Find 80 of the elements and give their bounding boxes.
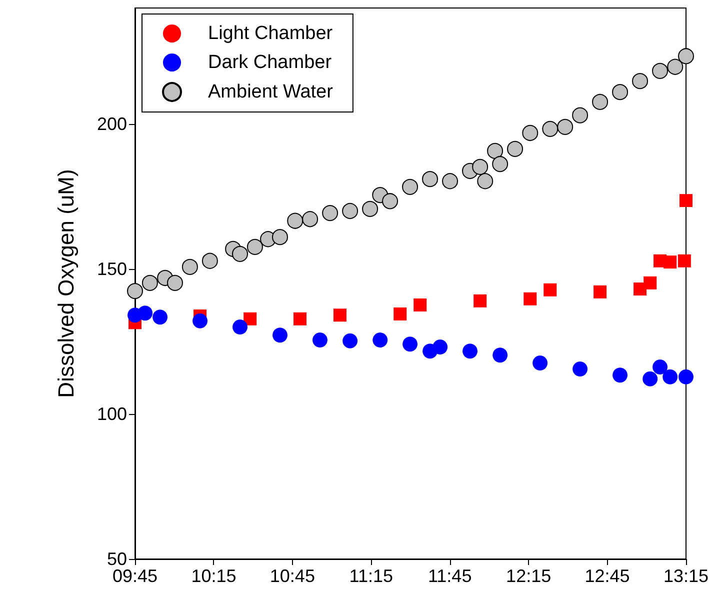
point xyxy=(142,274,158,291)
point xyxy=(202,252,218,269)
point xyxy=(322,205,338,222)
point xyxy=(333,308,346,322)
point xyxy=(612,368,628,383)
x-tick-label: 12:15 xyxy=(506,566,552,586)
point xyxy=(362,200,378,217)
point xyxy=(472,158,488,175)
x-tick-label: 11:45 xyxy=(428,566,472,586)
point xyxy=(652,62,668,79)
point xyxy=(127,283,143,300)
point xyxy=(402,178,418,195)
point xyxy=(232,246,248,262)
y-tick-label: 100 xyxy=(96,404,127,424)
point xyxy=(678,369,694,384)
point xyxy=(287,212,304,229)
point xyxy=(232,320,248,334)
point xyxy=(642,371,658,386)
point xyxy=(246,238,263,255)
point xyxy=(492,348,508,363)
point xyxy=(644,276,657,290)
point xyxy=(192,313,208,328)
point xyxy=(293,312,306,326)
point xyxy=(244,312,257,326)
point xyxy=(532,355,548,370)
point xyxy=(678,254,691,268)
point xyxy=(474,294,487,308)
x-tick-label: 12:45 xyxy=(584,566,630,586)
point xyxy=(572,362,588,377)
y-tick-label: 50 xyxy=(106,549,127,569)
point xyxy=(507,140,524,157)
point xyxy=(664,256,677,269)
legend-label: Dark Chamber xyxy=(208,52,332,73)
point xyxy=(667,58,684,75)
point xyxy=(272,229,288,246)
point xyxy=(402,336,418,352)
point xyxy=(542,120,558,137)
point xyxy=(612,84,628,100)
point xyxy=(557,118,574,135)
point xyxy=(594,285,607,298)
x-tick-label: 10:15 xyxy=(191,566,236,586)
point xyxy=(652,360,668,375)
point xyxy=(632,73,648,90)
y-axis-title: Dissolved Oxygen (uM) xyxy=(54,169,78,398)
point xyxy=(382,193,398,210)
point xyxy=(414,298,427,312)
point xyxy=(522,124,538,141)
x-tick-label: 09:45 xyxy=(112,566,158,586)
point xyxy=(167,274,183,291)
point xyxy=(394,307,407,320)
point xyxy=(487,142,504,159)
point xyxy=(422,171,438,188)
point xyxy=(342,203,358,219)
point xyxy=(432,340,448,355)
point xyxy=(152,310,168,325)
legend-label: Ambient Water xyxy=(208,82,334,102)
point xyxy=(302,211,318,228)
legend-label: Light Chamber xyxy=(208,23,334,44)
point xyxy=(544,283,557,296)
point xyxy=(462,344,478,359)
y-tick-label: 200 xyxy=(96,114,127,134)
point xyxy=(182,258,198,275)
point xyxy=(662,369,678,384)
x-tick-label: 13:15 xyxy=(663,566,709,586)
point xyxy=(680,194,692,208)
point xyxy=(592,94,608,110)
point xyxy=(572,107,588,124)
point xyxy=(312,332,328,348)
point xyxy=(138,306,153,321)
point xyxy=(477,173,494,190)
point xyxy=(272,328,288,343)
point xyxy=(678,48,694,64)
y-tick-label: 150 xyxy=(96,259,127,279)
point xyxy=(492,156,508,172)
point xyxy=(342,333,358,348)
point xyxy=(524,292,537,306)
x-tick-label: 10:45 xyxy=(270,566,315,586)
x-tick-label: 11:15 xyxy=(349,566,393,586)
point xyxy=(372,332,388,348)
point xyxy=(442,173,458,190)
